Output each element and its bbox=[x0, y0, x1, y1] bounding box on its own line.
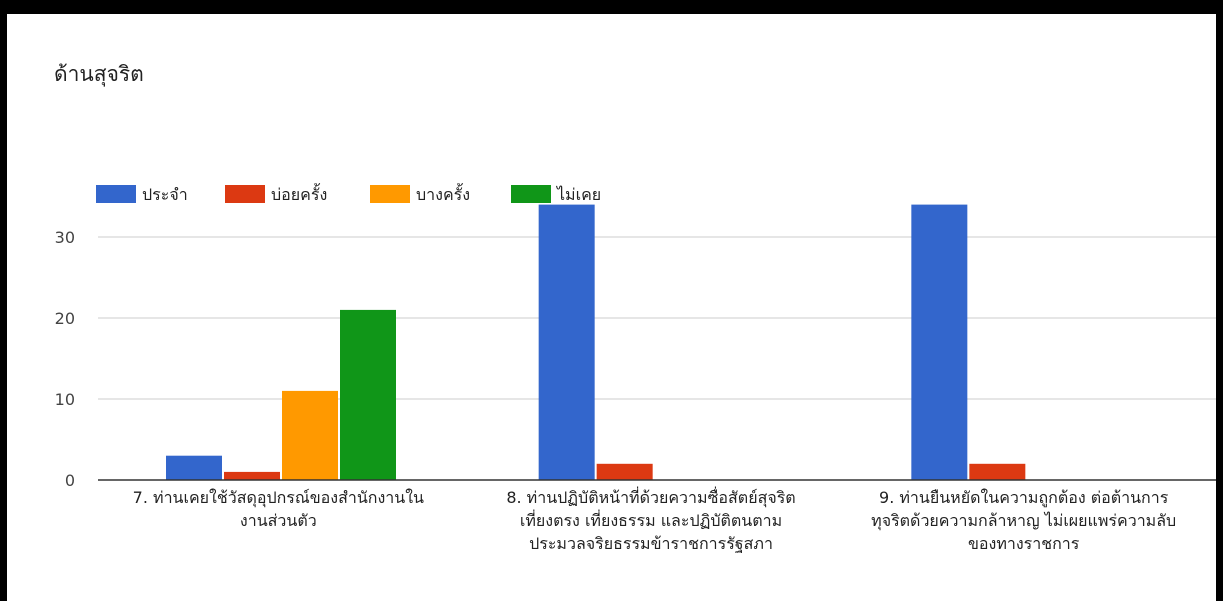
y-tick-label-30: 30 bbox=[55, 228, 75, 247]
category-label-1-line-1: 7. ท่านเคยใช้วัสดุอุปกรณ์ของสำนักงานใน bbox=[133, 488, 424, 508]
category-label-2-line-3: ประมวลจริยธรรมข้าราชการรัฐสภา bbox=[529, 534, 773, 553]
category-labels: 7. ท่านเคยใช้วัสดุอุปกรณ์ของสำนักงานในงา… bbox=[133, 486, 1177, 553]
category-label-1-line-2: งานส่วนตัว bbox=[240, 511, 317, 530]
y-axis-ticks: 0 10 20 30 bbox=[55, 228, 75, 490]
bar-c2-s1 bbox=[538, 204, 595, 480]
category-label-2-line-2: เที่ยงตรง เที่ยงธรรม และปฏิบัติตนตาม bbox=[520, 509, 782, 530]
legend: ประจำ บ่อยครั้ง บางครั้ง ไม่เคย bbox=[96, 183, 601, 204]
legend-swatch-3 bbox=[370, 185, 410, 203]
legend-label-2: บ่อยครั้ง bbox=[271, 183, 327, 204]
legend-label-3: บางครั้ง bbox=[416, 183, 470, 204]
legend-label-1: ประจำ bbox=[142, 185, 188, 204]
category-label-3-line-2: ทุจริตด้วยความกล้าหาญ ไม่เผยแพร่ความลับ bbox=[871, 511, 1176, 531]
bar-c3-s2 bbox=[969, 463, 1026, 480]
category-label-2-line-1: 8. ท่านปฏิบัติหน้าที่ด้วยความซื่อสัตย์สุ… bbox=[506, 486, 795, 508]
y-tick-label-20: 20 bbox=[55, 309, 75, 328]
bars bbox=[166, 204, 1026, 480]
bar-c1-s1 bbox=[166, 455, 222, 480]
legend-label-4: ไม่เคย bbox=[555, 185, 601, 204]
bar-c2-s2 bbox=[596, 463, 653, 480]
y-tick-label-10: 10 bbox=[55, 390, 75, 409]
legend-swatch-1 bbox=[96, 185, 136, 203]
gridlines bbox=[98, 236, 1216, 400]
category-label-3-line-1: 9. ท่านยืนหยัดในความถูกต้อง ต่อต้านการ bbox=[879, 488, 1169, 508]
bar-c1-s2 bbox=[224, 471, 280, 480]
bar-c1-s4 bbox=[340, 309, 396, 480]
y-tick-label-0: 0 bbox=[65, 471, 75, 490]
legend-swatch-2 bbox=[225, 185, 265, 203]
category-label-3-line-3: ของทางราชการ bbox=[968, 534, 1080, 553]
legend-swatch-4 bbox=[511, 185, 551, 203]
bar-c1-s3 bbox=[282, 390, 338, 480]
bar-c3-s1 bbox=[911, 204, 968, 480]
chart-title: ด้านสุจริต bbox=[54, 62, 144, 86]
